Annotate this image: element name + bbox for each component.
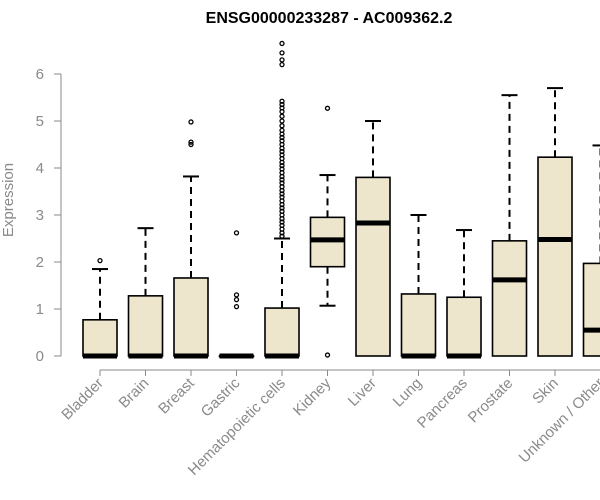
outlier-point — [279, 138, 285, 144]
outlier-point — [188, 141, 194, 148]
x-category-label: Skin — [529, 375, 562, 408]
box-iqr — [127, 295, 164, 357]
y-tick-label: 6 — [36, 66, 44, 83]
y-axis-label: Expression — [0, 163, 17, 237]
outlier-point — [279, 50, 285, 56]
box-iqr — [582, 262, 600, 357]
outlier-point — [279, 105, 285, 111]
outlier-point — [279, 101, 285, 108]
outlier-point — [233, 303, 240, 310]
outlier-point — [279, 61, 285, 68]
chart-title: ENSG00000233287 - AC009362.2 — [206, 10, 453, 27]
outlier-point — [279, 148, 285, 155]
x-category-label: Breast — [155, 374, 198, 417]
outlier-point — [279, 113, 285, 119]
outlier-point — [188, 119, 194, 125]
box-iqr — [173, 277, 209, 357]
y-axis: 0 1 2 3 4 5 6 — [36, 66, 62, 365]
y-tick-label: 0 — [36, 348, 44, 365]
outlier-point — [279, 233, 285, 239]
box-kidney — [309, 105, 346, 358]
outlier-point — [279, 166, 285, 172]
outlier-point — [279, 222, 285, 228]
outlier-point — [279, 123, 285, 129]
x-category-label: Lung — [390, 375, 426, 411]
outlier-point — [279, 177, 285, 183]
outlier-point — [279, 205, 285, 211]
box-iqr — [264, 307, 300, 357]
boxes-group — [82, 40, 600, 359]
outlier-point — [279, 152, 285, 158]
outlier-point — [279, 162, 285, 169]
box-iqr — [355, 176, 391, 357]
y-tick-label: 1 — [36, 301, 44, 318]
outlier-point — [279, 180, 285, 186]
outlier-point — [279, 98, 285, 104]
outlier-point — [279, 134, 285, 141]
outlier-point — [279, 208, 285, 214]
outlier-point — [279, 219, 285, 225]
box-breast — [173, 119, 209, 359]
outlier-point — [324, 105, 331, 111]
box-iqr — [400, 293, 437, 357]
outlier-point — [279, 40, 285, 47]
outlier-point — [279, 194, 285, 200]
x-category-label: Liver — [345, 375, 380, 410]
x-category-label: Bladder — [58, 375, 107, 424]
outlier-point — [233, 292, 240, 298]
outlier-point — [279, 127, 285, 134]
box-skin — [537, 87, 573, 357]
x-category-label: Brain — [116, 375, 153, 412]
box-pancreas — [446, 229, 482, 359]
outlier-point — [233, 230, 240, 236]
y-tick-label: 4 — [36, 160, 44, 177]
box-iqr — [491, 240, 528, 357]
outlier-point — [188, 139, 194, 145]
box-hematopoietic-cells — [264, 40, 300, 359]
box-lung — [400, 214, 437, 359]
box-unknown-other — [582, 144, 600, 357]
box-liver — [355, 120, 391, 357]
x-category-label: Prostate — [465, 375, 517, 427]
outlier-point — [279, 118, 285, 124]
y-tick-label: 3 — [36, 207, 44, 224]
outlier-point — [279, 191, 285, 197]
box-prostate — [491, 94, 528, 357]
box-bladder — [82, 257, 118, 359]
box-brain — [127, 227, 164, 359]
outlier-point — [279, 57, 285, 63]
x-category-label: Kidney — [290, 374, 335, 419]
box-gastric — [218, 230, 255, 359]
y-tick-label: 2 — [36, 254, 44, 271]
outlier-point — [233, 296, 240, 303]
box-iqr — [82, 319, 118, 357]
x-category-label: Pancreas — [414, 375, 471, 432]
box-iqr — [446, 296, 482, 357]
outlier-point — [324, 352, 331, 358]
outlier-point — [97, 257, 103, 264]
box-iqr — [537, 156, 573, 357]
y-tick-label: 5 — [36, 113, 44, 130]
